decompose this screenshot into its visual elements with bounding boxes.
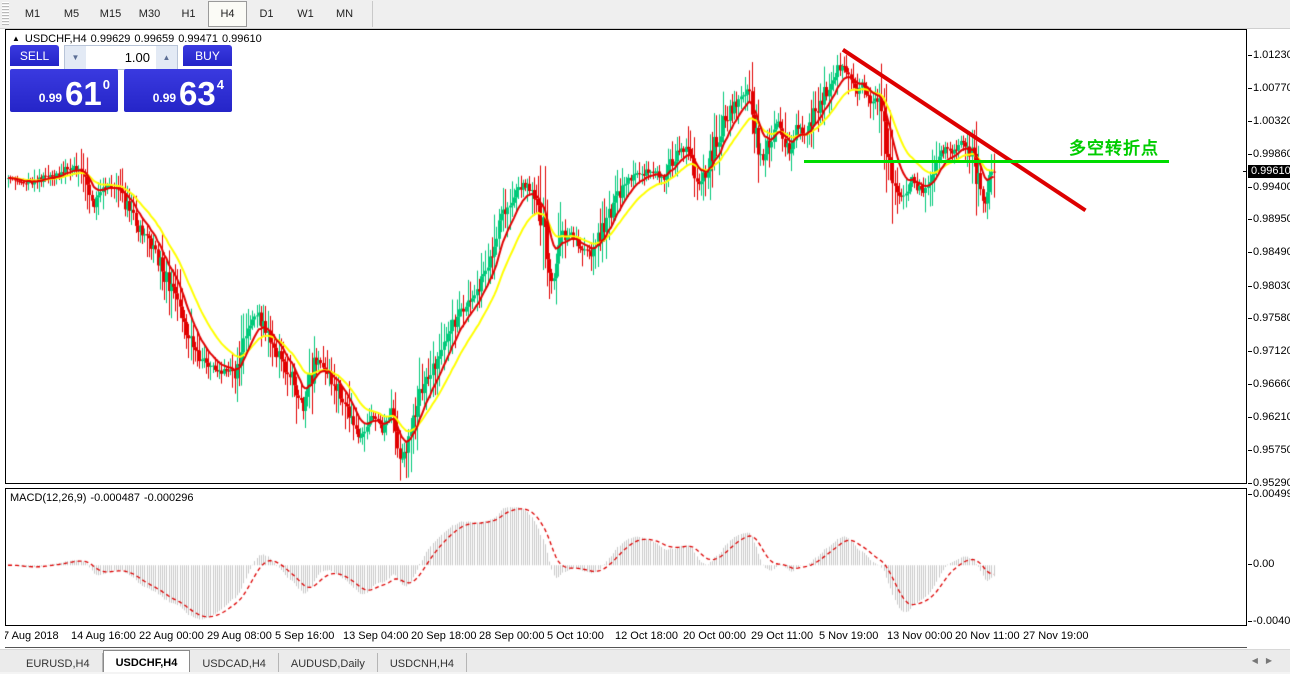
price-tick-label: 0.98030	[1248, 280, 1290, 292]
chart-title: ▲ USDCHF,H4 0.99629 0.99659 0.99471 0.99610	[12, 33, 266, 45]
price-tick-label: 0.95290	[1248, 477, 1290, 489]
timeframe-button-w1[interactable]: W1	[297, 8, 314, 20]
buy-price-panel[interactable]: 0.99 63 4	[124, 69, 232, 112]
ohlc-low: 0.99471	[178, 33, 218, 45]
time-tick-label: 13 Sep 04:00	[343, 630, 409, 642]
timeframe-button-h4[interactable]: H4	[208, 1, 247, 27]
ohlc-high: 0.99659	[134, 33, 175, 45]
time-tick-label: 13 Nov 00:00	[887, 630, 953, 642]
timeframe-button-d1[interactable]: D1	[259, 8, 274, 20]
ohlc-close: 0.99610	[221, 33, 262, 45]
chart-tab-bar: EURUSD,H4 USDCHF,H4 USDCAD,H4 AUDUSD,Daily U…	[0, 649, 1290, 672]
tab-scroll-left-icon[interactable]: ◀	[1251, 656, 1266, 665]
sell-price-panel[interactable]: 0.99 61 0	[10, 69, 118, 112]
chart-tab-audusd-daily[interactable]: AUDUSD,Daily	[279, 653, 378, 672]
toolbar-separator	[372, 1, 373, 27]
time-tick-label: 27 Nov 19:00	[1023, 630, 1089, 642]
macd-canvas[interactable]	[6, 489, 1246, 625]
tab-scroll-right-icon[interactable]: ▶	[1265, 656, 1280, 665]
ohlc-open: 0.99629	[90, 33, 131, 45]
current-price-badge: 0.99610	[1243, 164, 1290, 178]
macd-axis-label: 0.004993	[1248, 488, 1290, 500]
price-tick-label: 0.98490	[1248, 246, 1290, 258]
volume-box: ▼ 1.00 ▲	[64, 45, 178, 70]
time-tick-label: 29 Aug 08:00	[207, 630, 272, 642]
price-tick-label: 0.95750	[1248, 444, 1290, 456]
time-tick-label: 20 Sep 18:00	[411, 630, 477, 642]
sell-button[interactable]: SELL	[10, 45, 59, 66]
macd-axis-label: 0.00	[1247, 558, 1275, 571]
timeframe-button-m15[interactable]: M15	[99, 8, 122, 20]
timeframe-button-m1[interactable]: M1	[24, 8, 41, 20]
time-tick-label: 29 Oct 11:00	[751, 630, 814, 642]
buy-button[interactable]: BUY	[183, 45, 232, 66]
macd-indicator-panel[interactable]: MACD(12,26,9) -0.000487 -0.000296	[5, 488, 1247, 626]
time-axis: 7 Aug 2018 14 Aug 16:00 22 Aug 00:00 29 Aug…	[5, 627, 1247, 648]
timeframe-button-h1[interactable]: H1	[181, 8, 196, 20]
time-tick-label: 20 Nov 11:00	[955, 630, 1020, 642]
status-strip	[0, 672, 1290, 674]
macd-signal-value: -0.000296	[143, 492, 194, 504]
chart-tab-usdcad-h4[interactable]: USDCAD,H4	[190, 653, 279, 672]
price-tick-label: 0.98950	[1248, 213, 1290, 225]
time-tick-label: 28 Sep 00:00	[479, 630, 545, 642]
time-tick-label: 20 Oct 00:00	[683, 630, 746, 642]
timeframe-button-mn[interactable]: MN	[335, 8, 354, 20]
sell-price-fraction: 0.99	[38, 91, 63, 105]
price-tick-label: 1.01230	[1248, 49, 1290, 61]
sell-price-pip: 0	[102, 77, 110, 92]
macd-main-value: -0.000487	[90, 492, 140, 504]
price-tick-label: 0.97580	[1248, 312, 1290, 324]
chart-tab-eurusd-h4[interactable]: EURUSD,H4	[14, 653, 103, 672]
price-chart-panel[interactable]: ▲ USDCHF,H4 0.99629 0.99659 0.99471 0.99610 S…	[5, 29, 1247, 484]
tab-scroll-buttons: ◀▶	[1252, 656, 1280, 665]
toolbar-grip-handle[interactable]	[2, 2, 9, 26]
time-tick-label: 14 Aug 16:00	[71, 630, 136, 642]
timeframe-buttons: M1 M5 M15 M30 H1 H4 D1 W1 MN	[13, 1, 364, 27]
chart-tab-usdcnh-h4[interactable]: USDCNH,H4	[378, 653, 468, 672]
chart-tabs: EURUSD,H4 USDCHF,H4 USDCAD,H4 AUDUSD,Daily U…	[0, 650, 468, 672]
sell-price-big: 61	[65, 75, 102, 112]
time-tick-label: 12 Oct 18:00	[615, 630, 678, 642]
buy-price-big: 63	[179, 75, 216, 112]
volume-decrease-button[interactable]: ▼	[65, 46, 86, 69]
time-tick-label: 22 Aug 00:00	[139, 630, 204, 642]
macd-name: MACD(12,26,9)	[10, 492, 87, 504]
price-tick-label: 1.00320	[1248, 115, 1290, 127]
collapse-panel-icon[interactable]: ▲	[12, 34, 20, 43]
macd-indicator-label: MACD(12,26,9) -0.000487 -0.000296	[10, 492, 198, 504]
price-tick-label: 1.00770	[1248, 82, 1290, 94]
macd-axis-label: -0.004032	[1248, 615, 1290, 627]
price-tick-label: 0.99400	[1248, 181, 1290, 193]
time-tick-label: 5 Sep 16:00	[275, 630, 335, 642]
price-tick-label: 0.97120	[1248, 345, 1290, 357]
chart-tab-usdchf-h4[interactable]: USDCHF,H4	[102, 650, 191, 672]
timeframe-button-m30[interactable]: M30	[138, 8, 161, 20]
price-tick-label: 0.96210	[1248, 411, 1290, 423]
chart-symbol-timeframe: USDCHF,H4	[24, 33, 87, 45]
price-axis: 1.01230 1.00770 1.00320 0.99860 0.99400 0.989…	[1243, 29, 1290, 627]
price-tick-label: 0.99860	[1248, 148, 1290, 160]
turning-point-label[interactable]: 多空转折点	[1069, 139, 1159, 158]
time-tick-label: 5 Nov 19:00	[819, 630, 879, 642]
volume-input[interactable]: 1.00	[124, 50, 150, 65]
time-tick-label: 5 Oct 10:00	[547, 630, 604, 642]
price-tick-label: 0.96660	[1248, 378, 1290, 390]
buy-price-pip: 4	[216, 77, 224, 92]
timeframe-button-m5[interactable]: M5	[63, 8, 80, 20]
volume-increase-button[interactable]: ▲	[156, 46, 177, 69]
support-horizontal-line[interactable]	[804, 160, 1169, 163]
buy-price-fraction: 0.99	[152, 91, 177, 105]
time-tick-label: 7 Aug 2018	[5, 630, 59, 642]
timeframe-toolbar: M1 M5 M15 M30 H1 H4 D1 W1 MN	[0, 0, 1290, 29]
one-click-trading-widget: SELL ▼ 1.00 ▲ BUY 0.99 61 0 0.99 63 4	[10, 45, 234, 113]
